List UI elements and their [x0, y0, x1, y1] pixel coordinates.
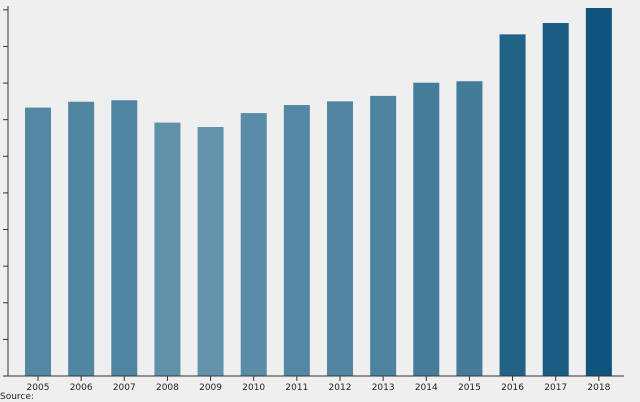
bar-2008 — [154, 122, 181, 376]
bar-2018 — [585, 8, 612, 376]
bar-2007 — [111, 100, 138, 377]
bar-2010 — [240, 113, 267, 376]
x-tick-label: 2007 — [113, 383, 136, 393]
bar-2016 — [499, 34, 526, 377]
bar-2011 — [283, 105, 310, 376]
bar-2005 — [25, 107, 51, 376]
x-tick-label: 2011 — [285, 383, 308, 393]
bar-2013 — [370, 95, 397, 376]
x-tick-label: 2016 — [501, 383, 524, 393]
x-axis: 2005 2006 2007 2008 2009 2010 2011 2012 2013 2014… — [8, 375, 624, 393]
y-axis — [3, 6, 9, 377]
bar-2009 — [197, 127, 224, 376]
x-tick-label: 2014 — [415, 383, 438, 393]
bar-2012 — [327, 101, 353, 377]
bar-2017 — [542, 23, 569, 376]
x-tick-label: 2009 — [199, 383, 222, 393]
source-note: Source: — [0, 392, 34, 402]
x-tick-label: 2013 — [372, 383, 395, 393]
x-tick-label: 2015 — [458, 383, 481, 393]
x-tick-label: 2005 — [27, 383, 50, 393]
bar-2015 — [456, 81, 483, 376]
x-tick-label: 2017 — [544, 383, 567, 393]
x-tick-label: 2012 — [329, 383, 352, 393]
bar-2006 — [68, 101, 95, 377]
x-tick-label: 2006 — [70, 383, 93, 393]
x-tick-label: 2008 — [156, 383, 179, 393]
bar-2014 — [413, 82, 440, 376]
bar-series — [25, 8, 612, 377]
x-tick-label: 2010 — [242, 383, 265, 393]
x-tick-label: 2018 — [587, 383, 610, 393]
